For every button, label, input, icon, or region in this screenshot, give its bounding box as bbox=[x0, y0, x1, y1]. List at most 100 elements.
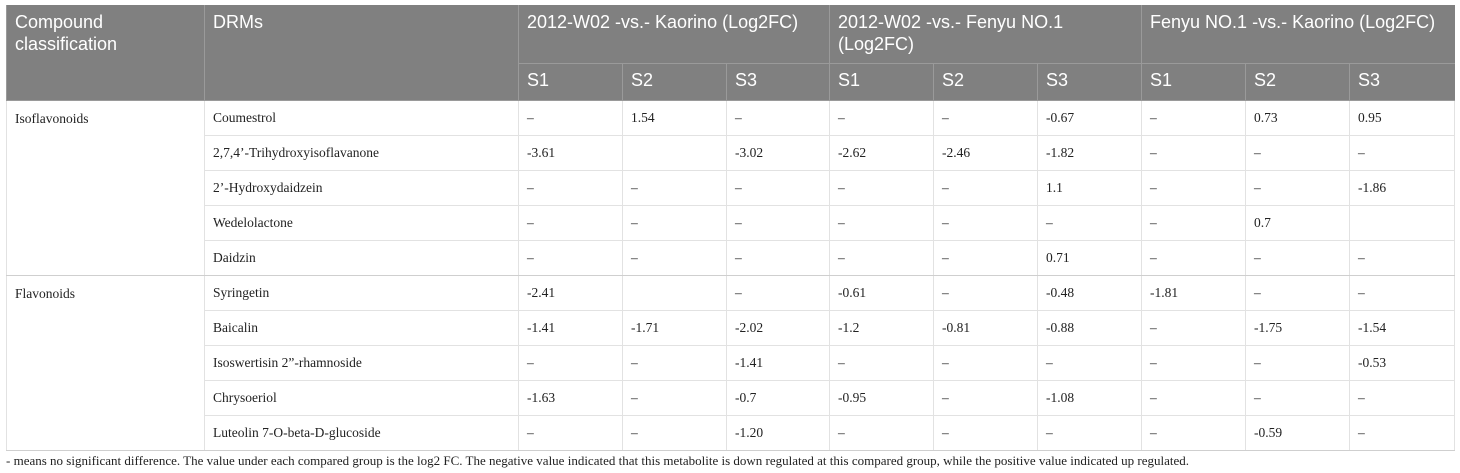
header-row: S1 S2 S3 S1 S2 S3 S1 S2 S3 bbox=[7, 63, 1455, 101]
table-row: Isoflavonoids Coumestrol –1.54– – – -0.67–0.7… bbox=[6, 100, 1456, 276]
value-cell: -0.81 bbox=[933, 310, 1038, 346]
subheader-cell: S2 bbox=[622, 63, 727, 101]
value-cell: – bbox=[622, 415, 727, 451]
value-cell: – bbox=[518, 415, 623, 451]
value-cell: – bbox=[1036, 415, 1143, 451]
value-cell: -0.53 bbox=[1349, 345, 1456, 381]
value-cell: – bbox=[933, 170, 1038, 206]
drm-cell: Wedelolactone bbox=[204, 205, 519, 241]
drm-cell: Syringetin bbox=[204, 275, 519, 311]
value-cell: – bbox=[1349, 415, 1456, 451]
value-cell: -1.08 bbox=[1036, 380, 1143, 416]
value-cell: – bbox=[1349, 135, 1456, 171]
value-cell: – bbox=[1036, 345, 1143, 381]
classification-cell: Flavonoids bbox=[6, 275, 205, 451]
value-cell: -2.41 bbox=[518, 275, 623, 311]
subheader-cell: S3 bbox=[1036, 63, 1142, 101]
value-cell: – bbox=[1245, 135, 1351, 171]
value-cell: -1.41 bbox=[518, 310, 623, 346]
value-cell: -1.71 bbox=[622, 310, 727, 346]
value-cell: – bbox=[1349, 275, 1456, 311]
value-cell: – bbox=[1141, 415, 1247, 451]
value-cell: – bbox=[1245, 380, 1351, 416]
value-cell: -0.88 bbox=[1036, 310, 1143, 346]
drm-cell: Baicalin bbox=[204, 310, 519, 346]
value-cell: – bbox=[1141, 135, 1247, 171]
drm-cell: Coumestrol bbox=[204, 100, 519, 136]
value-cell: -1.20 bbox=[726, 415, 830, 451]
footnote: - means no significant difference. The v… bbox=[6, 453, 1189, 468]
value-cell: -3.02 bbox=[726, 135, 830, 171]
subheader-cell: S1 bbox=[1141, 63, 1246, 101]
value-cell bbox=[1349, 205, 1456, 241]
value-cell: -0.67 bbox=[1036, 100, 1143, 136]
value-cell: 0.7 bbox=[1245, 205, 1351, 241]
table-row: Daidzin – – – – –0.71– – – bbox=[7, 240, 1456, 276]
value-cell: -1.86 bbox=[1349, 170, 1456, 206]
value-cell: – bbox=[1141, 345, 1247, 381]
value-cell: – bbox=[726, 100, 830, 136]
value-cell: – bbox=[829, 240, 934, 276]
value-cell: – bbox=[829, 170, 934, 206]
subheader-cell: S3 bbox=[726, 63, 830, 101]
value-cell: – bbox=[1141, 170, 1247, 206]
classification-cell: Isoflavonoids bbox=[6, 100, 205, 276]
drm-cell: 2,7,4’-Trihydroxyisoflavanone bbox=[204, 135, 519, 171]
drm-cell: Daidzin bbox=[204, 240, 519, 276]
value-cell: -0.7 bbox=[726, 380, 830, 416]
value-cell: – bbox=[933, 100, 1038, 136]
header-row: Compound classification DRMs 2012-W02 -vs.… bbox=[6, 5, 1455, 101]
value-cell: -2.62 bbox=[829, 135, 934, 171]
value-cell: -1.54 bbox=[1349, 310, 1456, 346]
value-cell: – bbox=[518, 170, 623, 206]
subheader-cell: S2 bbox=[1245, 63, 1350, 101]
value-cell: – bbox=[933, 240, 1038, 276]
drm-cell: 2’-Hydroxydaidzein bbox=[204, 170, 519, 206]
value-cell: 1.1 bbox=[1036, 170, 1143, 206]
value-cell: – bbox=[518, 345, 623, 381]
value-cell: – bbox=[933, 415, 1038, 451]
value-cell: -0.95 bbox=[829, 380, 934, 416]
subheader-cell: S2 bbox=[933, 63, 1038, 101]
header-cell: 2012-W02 -vs.- Fenyu NO.1 (Log2FC) bbox=[828, 5, 1142, 64]
value-cell: – bbox=[726, 240, 830, 276]
value-cell: -1.82 bbox=[1036, 135, 1143, 171]
value-cell: -1.81 bbox=[1141, 275, 1247, 311]
table-row: Chrysoeriol -1.63– -0.7 -0.95– -1.08– – – bbox=[7, 380, 1456, 416]
table-row: Flavonoids Syringetin -2.41– -0.61– -0.48 -1.… bbox=[6, 275, 1456, 451]
value-cell: – bbox=[1245, 240, 1351, 276]
subheader-cell: S1 bbox=[518, 63, 623, 101]
value-cell: -2.46 bbox=[933, 135, 1038, 171]
value-cell: – bbox=[1141, 100, 1247, 136]
value-cell: -1.41 bbox=[726, 345, 830, 381]
value-cell: -2.02 bbox=[726, 310, 830, 346]
value-cell: – bbox=[1245, 275, 1351, 311]
value-cell: – bbox=[829, 205, 934, 241]
table-row: Wedelolactone – – – – – – –0.7 bbox=[7, 205, 1456, 241]
value-cell: – bbox=[829, 100, 934, 136]
value-cell: – bbox=[1349, 380, 1456, 416]
value-cell: – bbox=[933, 380, 1038, 416]
value-cell: – bbox=[1141, 380, 1247, 416]
value-cell: – bbox=[518, 205, 623, 241]
drm-cell: Chrysoeriol bbox=[204, 380, 519, 416]
value-cell: – bbox=[518, 240, 623, 276]
value-cell: – bbox=[933, 205, 1038, 241]
value-cell: -1.75 bbox=[1245, 310, 1351, 346]
value-cell: -0.61 bbox=[829, 275, 934, 311]
value-cell: – bbox=[726, 275, 830, 311]
drm-cell: Luteolin 7-O-beta-D-glucoside bbox=[204, 415, 519, 451]
value-cell: – bbox=[933, 275, 1038, 311]
value-cell: – bbox=[726, 205, 830, 241]
value-cell: -3.61 bbox=[518, 135, 623, 171]
table-row: Luteolin 7-O-beta-D-glucoside – – -1.20– – – –… bbox=[7, 415, 1456, 451]
value-cell: -0.59 bbox=[1245, 415, 1351, 451]
value-cell: – bbox=[622, 170, 727, 206]
value-cell: – bbox=[622, 205, 727, 241]
table-row: 2,7,4’-Trihydroxyisoflavanone -3.61 -3.02-… bbox=[7, 135, 1456, 171]
drm-cell: Isoswertisin 2”-rhamnoside bbox=[204, 345, 519, 381]
table-row: Baicalin -1.41 -1.71 -2.02 -1.2 -0.81 -0.88– -1… bbox=[7, 310, 1456, 346]
value-cell: – bbox=[1245, 170, 1351, 206]
data-table: Compound classification DRMs 2012-W02 -vs.… bbox=[6, 5, 1456, 451]
subheader-cell: S1 bbox=[829, 63, 934, 101]
